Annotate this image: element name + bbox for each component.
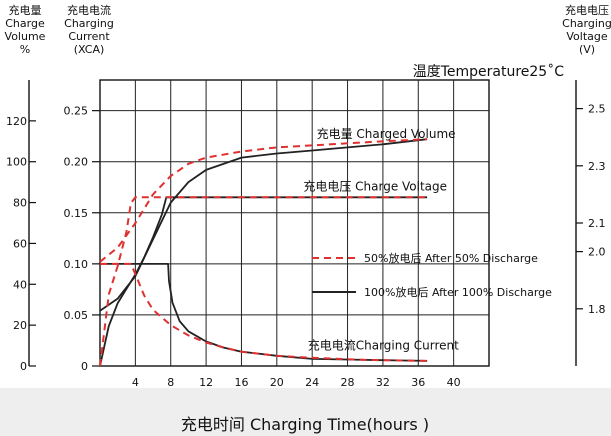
current-axis-title: Charging: [64, 17, 114, 30]
x-tick-label: 40: [447, 376, 461, 389]
series-lines: [99, 138, 428, 367]
volume-tick-label: 100: [6, 156, 27, 169]
x-tick-label: 8: [167, 376, 174, 389]
volume-tick-label: 80: [13, 197, 27, 210]
x-tick-label: 4: [132, 376, 139, 389]
x-tick-label: 24: [305, 376, 319, 389]
plot-border: [99, 79, 490, 367]
x-tick-label: 28: [341, 376, 355, 389]
plot-frame: [0, 79, 611, 436]
voltage-tick-label: 2.3: [588, 160, 606, 173]
current-tick-label: 0.05: [64, 309, 89, 322]
chart-labels: 0 0.05 0.10 0.15 0.20 0.25 0 20 40 60 80 100 120 1.8 2…: [5, 3, 611, 434]
volume-axis-title: Volume: [5, 30, 46, 43]
x-tick-label: 36: [411, 376, 425, 389]
x-axis-title: 充电时间 Charging Time(hours ): [181, 415, 429, 434]
volume-tick-label: 60: [13, 237, 27, 250]
current-axis-title: Current: [68, 30, 110, 43]
voltage-axis-title: (V): [579, 43, 595, 56]
voltage-tick-label: 2.5: [588, 103, 606, 116]
voltage-tick-label: 2.0: [588, 246, 606, 259]
legend-label: 50%放电后 After 50% Discharge: [364, 251, 538, 265]
x-tick-label: 16: [234, 376, 248, 389]
current-tick-label: 0.10: [64, 258, 89, 271]
bottom-band: [0, 388, 611, 436]
axes: [28, 80, 583, 367]
x-tick-label: 20: [270, 376, 284, 389]
volume-tick-label: 20: [13, 319, 27, 332]
series-line-3: [99, 196, 428, 367]
volume-tick-label: 0: [20, 360, 27, 373]
voltage-axis-title: Charging: [562, 17, 611, 30]
series-line-5: [100, 262, 428, 362]
curve-label: 充电电流Charging Current: [308, 338, 459, 353]
current-axis-title: 充电电流: [67, 3, 111, 17]
current-tick-label: 0.25: [64, 105, 89, 118]
volume-axis-title: Charge: [5, 17, 45, 30]
current-tick-label: 0: [81, 360, 88, 373]
volume-axis-title: 充电量: [9, 3, 42, 17]
voltage-tick-label: 2.1: [588, 217, 606, 230]
curve-label: 充电电压 Charge Voltage: [303, 178, 447, 193]
temperature-annotation: 温度Temperature25˚C: [413, 63, 564, 80]
series-line-1: [99, 138, 428, 263]
current-axis-title: (XCA): [74, 43, 105, 56]
x-tick-label: 32: [376, 376, 390, 389]
voltage-axis-title: 充电电压: [565, 3, 609, 17]
voltage-tick-label: 1.8: [588, 303, 606, 316]
curve-label: 充电量 Charged Volume: [317, 126, 456, 141]
x-tick-label: 12: [199, 376, 213, 389]
volume-axis-title: %: [20, 43, 30, 56]
volume-tick-label: 40: [13, 278, 27, 291]
voltage-axis-title: Voltage: [566, 30, 607, 43]
volume-tick-label: 120: [6, 115, 27, 128]
legend-label: 100%放电后 After 100% Discharge: [364, 285, 552, 299]
current-tick-label: 0.20: [64, 156, 89, 169]
current-tick-label: 0.15: [64, 207, 89, 220]
